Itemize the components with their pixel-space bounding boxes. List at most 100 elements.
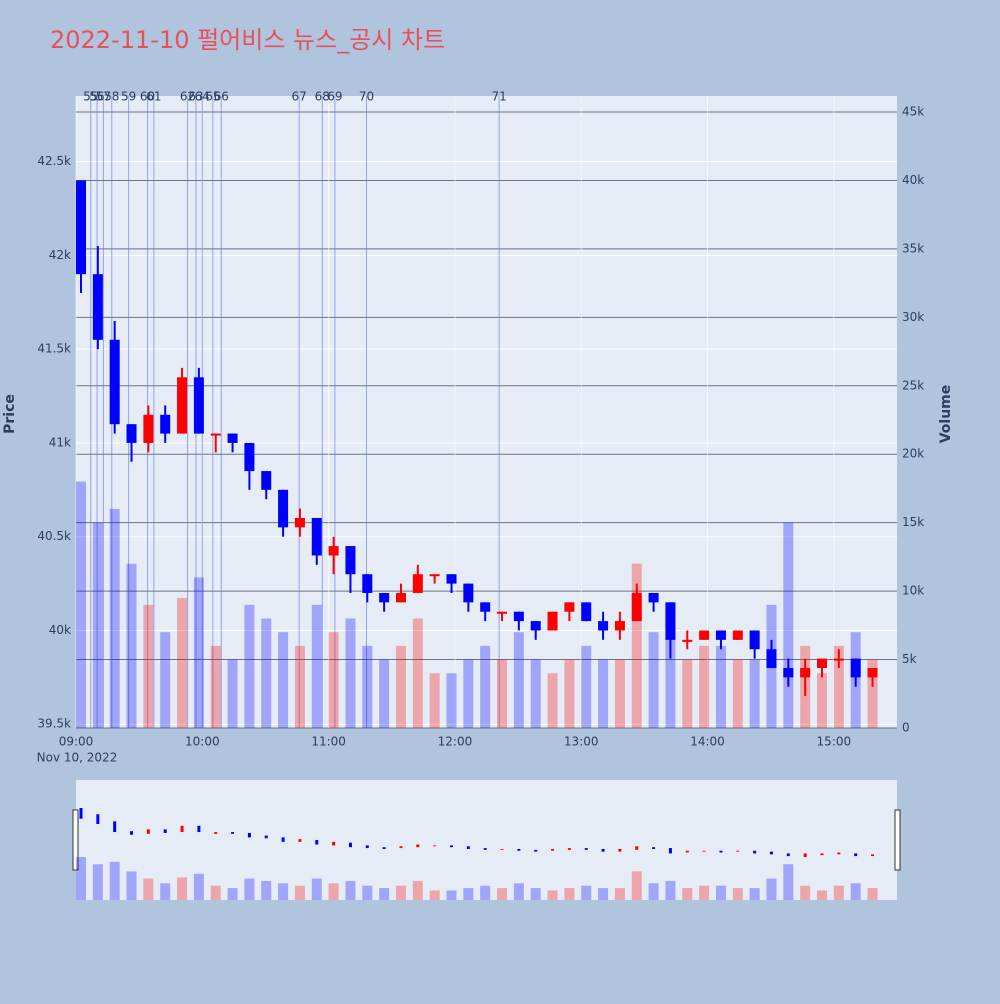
news-label: 68 — [315, 90, 330, 104]
volume-bar — [446, 673, 457, 728]
candle-body — [126, 424, 137, 443]
candle-body — [143, 414, 154, 443]
mini-volume-bar — [850, 883, 861, 900]
volume-bar — [143, 604, 154, 728]
y-axis-title: Price — [2, 394, 18, 434]
mini-volume-bar — [177, 877, 188, 900]
mini-volume-bar — [109, 861, 120, 900]
candle-body — [766, 649, 777, 668]
y2-tick-label: 5k — [902, 652, 917, 666]
mini-volume-bar — [379, 888, 390, 900]
volume-bar — [833, 645, 844, 728]
mini-volume-bar — [530, 888, 541, 900]
volume-bar — [412, 618, 423, 728]
volume-bar — [126, 563, 137, 728]
mini-volume-bar — [699, 885, 710, 900]
candle-body — [715, 630, 726, 640]
volume-bar — [193, 577, 204, 728]
y2-tick-label: 35k — [902, 241, 924, 255]
news-label: 58 — [104, 90, 119, 104]
candle-body — [648, 592, 659, 603]
mini-volume-bar — [817, 890, 828, 900]
chart-title: 2022-11-10 펄어비스 뉴스_공시 차트 — [50, 26, 445, 54]
candle-body — [800, 667, 811, 678]
candle-body — [379, 592, 390, 603]
candle-body — [732, 630, 743, 640]
candle-body — [530, 621, 541, 631]
mini-volume-bar — [665, 880, 676, 900]
mini-volume-bar — [480, 885, 491, 900]
candle-body — [547, 611, 558, 631]
volume-bar — [648, 632, 659, 728]
range-slider[interactable] — [76, 780, 897, 900]
y-tick-label: 39.5k — [37, 717, 71, 731]
news-label: 65 — [205, 90, 220, 104]
candle-body — [177, 377, 188, 434]
x-tick-label: 12:00 — [438, 735, 473, 749]
x-tick-label: 15:00 — [817, 735, 852, 749]
mini-volume-bar — [682, 888, 693, 900]
mini-volume-bar — [362, 885, 373, 900]
candle-body — [244, 442, 255, 472]
x-tick-label: 09:00 — [59, 735, 94, 749]
mini-volume-bar — [833, 885, 844, 900]
volume-bar — [749, 659, 760, 728]
mini-volume-bar — [76, 857, 86, 900]
volume-bar — [261, 618, 272, 728]
candle-body — [92, 274, 103, 340]
candle-body — [817, 658, 828, 668]
candle-body — [362, 574, 373, 593]
range-handle[interactable] — [72, 809, 79, 871]
y-tick-label: 40k — [49, 623, 71, 637]
mini-volume-bar — [429, 890, 440, 900]
mini-volume-bar — [732, 888, 743, 900]
candle-body — [480, 602, 491, 612]
mini-volume-bar — [227, 888, 238, 900]
volume-bar — [76, 481, 86, 728]
news-label: 56 — [89, 90, 104, 104]
mini-volume-bar — [581, 885, 592, 900]
mini-volume-bar — [311, 878, 322, 900]
mini-volume-bar — [715, 885, 726, 900]
candle-body — [446, 574, 457, 584]
x-tick-label: 10:00 — [185, 735, 220, 749]
mini-volume-bar — [92, 864, 103, 900]
mini-volume-bar — [143, 878, 154, 900]
volume-bar — [699, 645, 710, 728]
y-tick-label: 40.5k — [37, 529, 71, 543]
volume-bar — [715, 645, 726, 728]
volume-bar — [379, 659, 390, 728]
volume-bar — [614, 659, 625, 728]
volume-bar — [109, 508, 120, 728]
range-handle[interactable] — [894, 809, 901, 871]
y2-tick-label: 40k — [902, 173, 924, 187]
mini-volume-bar — [463, 888, 474, 900]
news-label: 61 — [146, 90, 161, 104]
volume-bar — [480, 645, 491, 728]
volume-bar — [429, 673, 440, 728]
y2-tick-label: 15k — [902, 515, 924, 529]
news-label: 63 — [188, 90, 203, 104]
volume-bar — [682, 659, 693, 728]
y-tick-label: 42.5k — [37, 154, 71, 168]
news-label: 66 — [214, 90, 229, 104]
mini-volume-bar — [244, 878, 255, 900]
mini-volume-bar — [278, 883, 289, 900]
news-label: 57 — [96, 90, 111, 104]
volume-bar — [227, 659, 238, 728]
volume-bar — [210, 645, 221, 728]
volume-bar — [497, 659, 508, 728]
mini-volume-bar — [766, 878, 777, 900]
volume-bar — [817, 673, 828, 728]
y2-tick-label: 45k — [902, 105, 924, 119]
mini-volume-bar — [193, 873, 204, 900]
x-tick-label: 13:00 — [564, 735, 599, 749]
volume-bar — [362, 645, 373, 728]
candle-body — [76, 180, 86, 275]
mini-volume-bar — [631, 871, 642, 900]
candle-body — [463, 583, 474, 603]
mini-volume-bar — [564, 888, 575, 900]
mini-volume-bar — [749, 888, 760, 900]
